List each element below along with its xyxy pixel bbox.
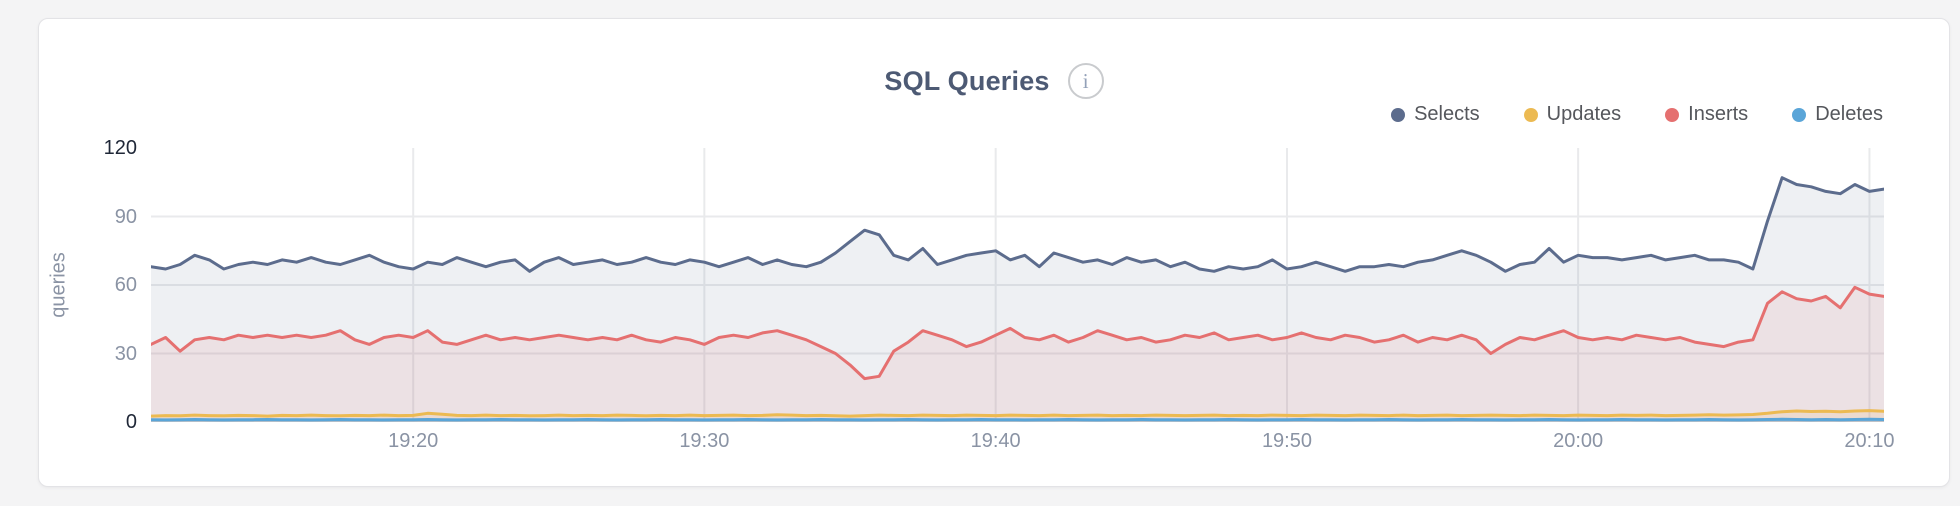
y-tick-label: 60 bbox=[114, 274, 137, 296]
legend-label: Selects bbox=[1414, 103, 1480, 125]
legend-item-deletes[interactable]: Deletes bbox=[1792, 103, 1883, 126]
x-tick-label: 20:00 bbox=[1553, 430, 1604, 452]
x-tick-label: 19:30 bbox=[679, 430, 730, 452]
deletes-dot-icon bbox=[1792, 107, 1807, 122]
legend-item-inserts[interactable]: Inserts bbox=[1665, 103, 1748, 126]
updates-dot-icon bbox=[1523, 107, 1538, 122]
page-title: SQL Queries bbox=[884, 65, 1050, 96]
y-tick-label: 30 bbox=[114, 342, 137, 365]
y-tick-label: 0 bbox=[125, 411, 137, 433]
legend-label: Deletes bbox=[1815, 103, 1883, 125]
legend-item-selects[interactable]: Selects bbox=[1391, 103, 1480, 126]
chart-card: SQL Queries i Selects Updates Inserts De… bbox=[38, 18, 1950, 487]
x-tick-label: 19:20 bbox=[388, 430, 439, 452]
selects-dot-icon bbox=[1391, 107, 1406, 122]
legend-label: Updates bbox=[1546, 103, 1622, 125]
x-tick-label: 19:40 bbox=[970, 430, 1021, 452]
y-tick-label: 90 bbox=[114, 205, 137, 228]
inserts-dot-icon bbox=[1665, 107, 1680, 122]
x-tick-label: 20:10 bbox=[1844, 430, 1895, 452]
y-tick-label: 120 bbox=[103, 137, 137, 159]
chart-header: SQL Queries i bbox=[39, 63, 1949, 99]
chart-legend: Selects Updates Inserts Deletes bbox=[1391, 103, 1883, 126]
legend-label: Inserts bbox=[1688, 103, 1749, 125]
x-tick-label: 19:50 bbox=[1261, 430, 1312, 452]
info-icon[interactable]: i bbox=[1067, 63, 1104, 99]
legend-item-updates[interactable]: Updates bbox=[1523, 103, 1622, 126]
chart-plot-area[interactable] bbox=[149, 148, 1886, 422]
chart-svg bbox=[149, 148, 1886, 422]
